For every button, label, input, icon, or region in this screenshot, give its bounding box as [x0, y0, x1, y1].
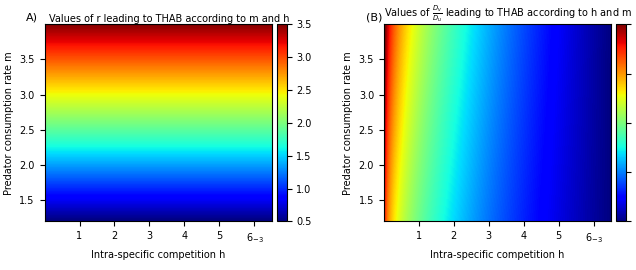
- X-axis label: Intra-specific competition h: Intra-specific competition h: [91, 251, 225, 261]
- Y-axis label: Predator consumption rate m: Predator consumption rate m: [343, 51, 353, 195]
- Text: (B): (B): [366, 12, 382, 22]
- Text: Values of r leading to THAB according to m and h: Values of r leading to THAB according to…: [49, 14, 289, 23]
- Text: A): A): [26, 12, 38, 22]
- Text: Values of $\frac{D_v}{D_u}$ leading to THAB according to h and m: Values of $\frac{D_v}{D_u}$ leading to T…: [384, 4, 632, 24]
- Y-axis label: Predator consumption rate m: Predator consumption rate m: [4, 51, 14, 195]
- X-axis label: Intra-specific competition h: Intra-specific competition h: [431, 251, 565, 261]
